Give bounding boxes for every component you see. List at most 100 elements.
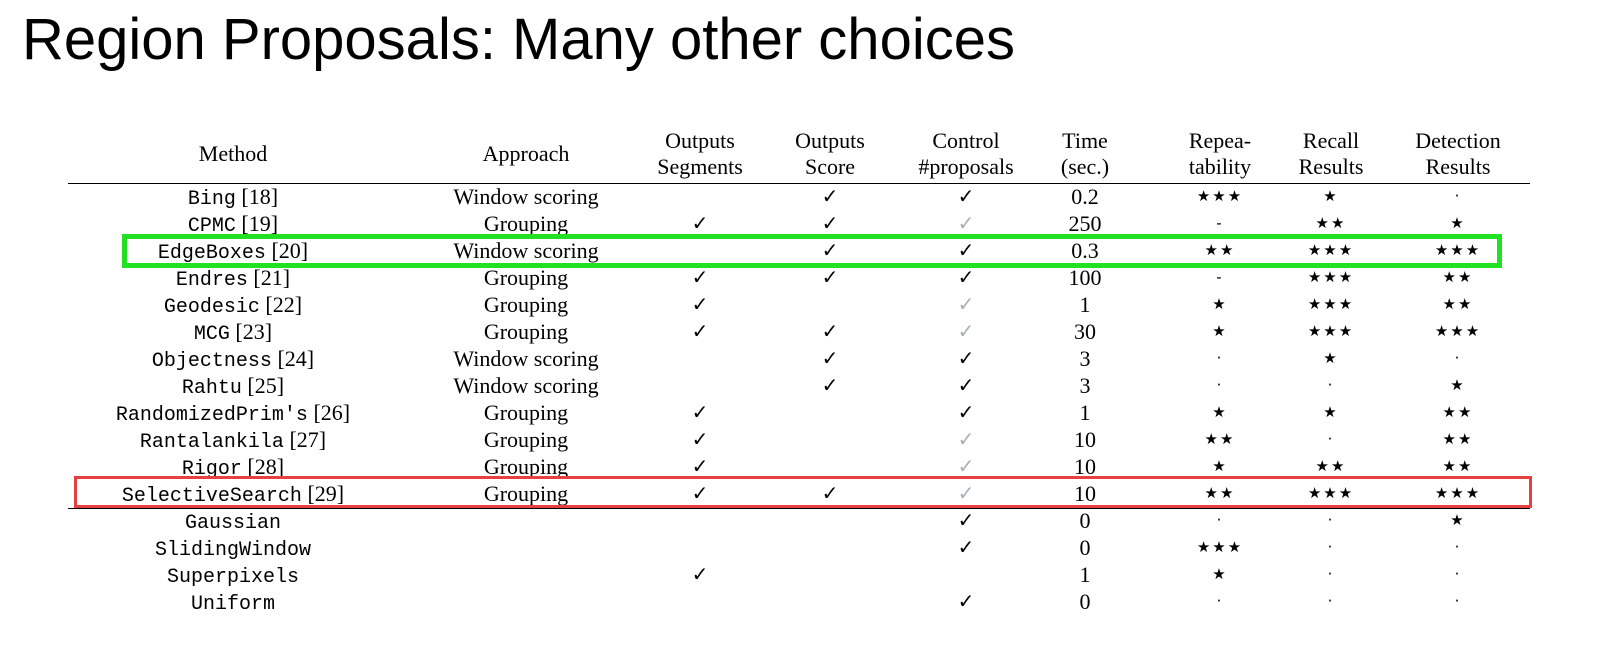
method-cell: Geodesic [22] (63, 291, 403, 319)
method-name: RandomizedPrim's (115, 404, 308, 427)
dot-icon: · (1454, 538, 1462, 556)
star-icon: ★★★ (1434, 241, 1482, 259)
time-cell: 10 (1074, 427, 1096, 452)
method-reference: [23] (229, 319, 273, 344)
approach-cell: Window scoring (453, 184, 599, 209)
dot-icon: · (1216, 376, 1224, 394)
method-reference: [18] (235, 184, 279, 209)
method-name: Superpixels (166, 566, 300, 589)
check-mark-icon: ✓ (821, 481, 839, 505)
column-header-approach: Approach (426, 141, 626, 167)
method-reference: [29] (301, 481, 345, 506)
check-mark-icon: ✓ (691, 292, 709, 316)
dot-icon: · (1454, 349, 1462, 367)
check-mark-icon: ✓ (957, 589, 975, 613)
star-icon: ★★ (1442, 430, 1474, 448)
star-icon: ★ (1212, 457, 1228, 475)
star-icon: ★★★ (1307, 484, 1355, 502)
column-header-line: Score (804, 154, 856, 179)
method-name: Rigor (181, 458, 242, 481)
column-header-line: Outputs (665, 128, 735, 153)
method-reference: [27] (283, 427, 327, 452)
approach-cell: Window scoring (453, 346, 599, 371)
section-rule (68, 508, 1530, 509)
dot-icon: · (1327, 592, 1335, 610)
method-reference: [28] (241, 454, 285, 479)
star-icon: ★★★ (1434, 484, 1482, 502)
check-mark-icon: ✓ (821, 238, 839, 262)
time-cell: 1 (1079, 292, 1091, 317)
time-cell: 0 (1079, 535, 1091, 560)
approach-cell: Grouping (483, 292, 569, 317)
column-header-line: Control (932, 128, 1000, 153)
method-name: Geodesic (163, 296, 260, 319)
method-cell: Rahtu [25] (63, 372, 403, 400)
dot-icon: · (1216, 511, 1224, 529)
check-mark-icon: ✓ (957, 184, 975, 208)
method-name: CPMC (187, 215, 236, 238)
time-cell: 30 (1074, 319, 1096, 344)
method-cell: CPMC [19] (63, 210, 403, 238)
method-reference: [20] (265, 238, 309, 263)
header-rule (68, 183, 1530, 184)
star-icon: ★★ (1204, 241, 1236, 259)
star-icon: ★★ (1442, 403, 1474, 421)
column-header-line: Repea- (1188, 128, 1252, 153)
method-name: Uniform (190, 593, 275, 616)
dot-icon: · (1327, 538, 1335, 556)
check-mark-icon: ✓ (691, 265, 709, 289)
column-header-recall-results: Recall Results (1231, 128, 1431, 180)
approach-cell: Window scoring (453, 238, 599, 263)
check-mark-icon: ✓ (821, 211, 839, 235)
time-cell: 0 (1079, 589, 1091, 614)
column-header-line: #proposals (918, 154, 1014, 179)
dot-icon: · (1327, 430, 1335, 448)
check-mark-icon: ✓ (691, 400, 709, 424)
dot-icon: · (1327, 376, 1335, 394)
method-cell: Gaussian (63, 507, 403, 535)
time-cell: 0 (1079, 508, 1091, 533)
method-name: SelectiveSearch (121, 485, 302, 508)
method-reference: [21] (247, 265, 291, 290)
column-header-line: Results (1298, 154, 1364, 179)
time-cell: 1 (1079, 400, 1091, 425)
check-mark-icon: ✓ (957, 454, 975, 478)
method-cell: Superpixels (63, 561, 403, 589)
method-reference: [26] (307, 400, 351, 425)
time-cell: 1 (1079, 562, 1091, 587)
column-header-control-proposals: Control #proposals (866, 128, 1066, 180)
column-header-line: Results (1425, 154, 1491, 179)
method-cell: Rantalankila [27] (63, 426, 403, 454)
approach-cell (416, 561, 636, 588)
approach-cell (416, 588, 636, 615)
column-header-line: Approach (482, 141, 570, 166)
approach-cell: Grouping (483, 427, 569, 452)
time-cell: 10 (1074, 481, 1096, 506)
method-name: Bing (187, 188, 236, 211)
check-mark-icon: ✓ (821, 346, 839, 370)
star-icon: ★★★ (1196, 187, 1244, 205)
star-icon: ★ (1323, 349, 1339, 367)
check-mark-icon: ✓ (691, 562, 709, 586)
method-name: Rahtu (181, 377, 242, 400)
time-cell: 0.2 (1071, 184, 1099, 209)
column-header-outputs-segments: Outputs Segments (600, 128, 800, 180)
star-icon: ★★★ (1307, 295, 1355, 313)
star-icon: ★★★ (1196, 538, 1244, 556)
dot-icon: · (1327, 565, 1335, 583)
check-mark-icon: ✓ (957, 265, 975, 289)
dash-cell: - (1216, 214, 1224, 232)
slide-title: Region Proposals: Many other choices (22, 7, 1015, 72)
star-icon: ★★ (1442, 295, 1474, 313)
method-name: MCG (193, 323, 230, 346)
method-cell: Endres [21] (63, 264, 403, 292)
time-cell: 3 (1079, 373, 1091, 398)
approach-cell (416, 534, 636, 561)
check-mark-icon: ✓ (691, 454, 709, 478)
check-mark-icon: ✓ (957, 346, 975, 370)
method-cell: Rigor [28] (63, 453, 403, 481)
dot-icon: · (1327, 511, 1335, 529)
check-mark-icon: ✓ (691, 319, 709, 343)
column-header-line: tability (1188, 154, 1252, 179)
method-cell: Uniform (63, 588, 403, 616)
